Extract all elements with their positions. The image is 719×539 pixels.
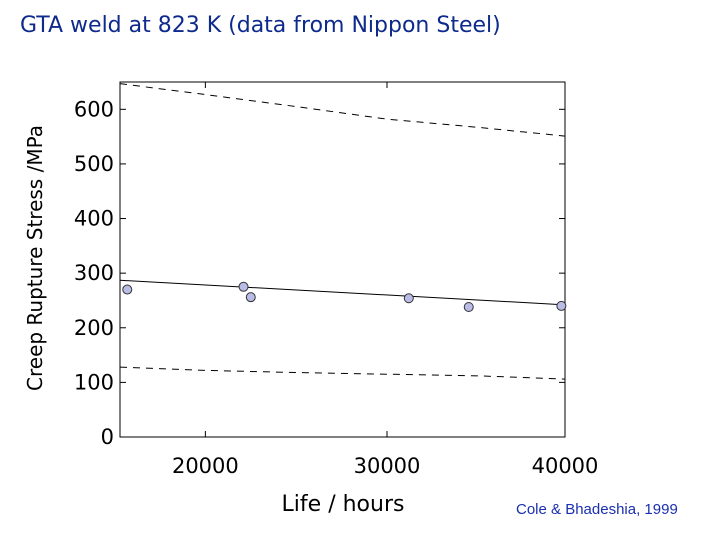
data-point [556,300,567,311]
y-tick-label: 100 [74,370,114,394]
x-axis-label: Life / hours [282,492,405,517]
y-tick-label: 300 [74,261,114,285]
data-point [403,293,414,304]
data-point [463,302,474,313]
y-axis-label: Creep Rupture Stress /MPa [23,125,47,391]
y-tick-label: 200 [74,316,114,340]
credit-text: Cole & Bhadeshia, 1999 [516,501,678,518]
data-point [245,292,256,303]
y-axis-ticks: 0 100 200 300 400 500 600 [74,97,565,449]
data-point [238,281,249,292]
y-tick-label: 600 [74,97,114,121]
fit-line [119,279,566,306]
data-point [122,284,133,295]
upper-bound-line [119,83,566,137]
x-tick-label: 20000 [172,454,239,478]
confidence-bounds [119,83,566,380]
x-axis-ticks: 20000 30000 40000 [172,82,598,478]
y-tick-label: 400 [74,207,114,231]
lower-bound-line [119,366,566,380]
data-points [122,281,567,313]
y-tick-label: 500 [74,152,114,176]
plot-frame [119,81,566,438]
chart-title: GTA weld at 823 K (data from Nippon Stee… [20,13,501,38]
x-tick-label: 30000 [354,454,421,478]
y-tick-label: 0 [101,425,114,449]
fit-line-group [119,279,566,306]
x-tick-label: 40000 [532,454,599,478]
